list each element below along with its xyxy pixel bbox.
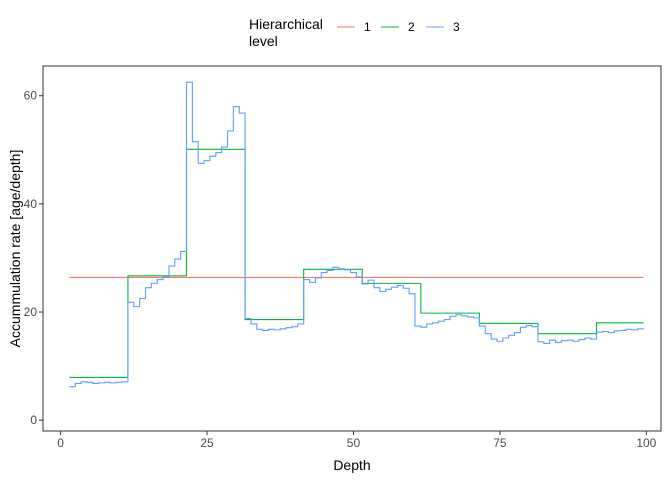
legend-label-level-1: 1 (364, 20, 371, 34)
series-layer (69, 81, 644, 388)
y-tick-label: 20 (24, 305, 38, 319)
legend-title-line-2: level (249, 33, 278, 49)
series-line-level-3 (69, 81, 644, 388)
y-axis-title: Accummulation rate [age/depth] (7, 150, 23, 348)
x-tick-label: 50 (347, 436, 361, 450)
plot-panel (42, 65, 662, 432)
y-axis: 0 20 40 60 (24, 89, 43, 427)
x-tick-label: 0 (57, 436, 64, 450)
legend-label-level-2: 2 (408, 20, 415, 34)
x-axis-title: Depth (333, 457, 370, 473)
legend-title-line-1: Hierarchical (249, 16, 323, 32)
legend: Hierarchical level 1 2 3 (249, 16, 460, 49)
x-tick-label: 100 (636, 436, 656, 450)
legend-label-level-3: 3 (453, 20, 460, 34)
x-tick-label: 75 (493, 436, 507, 450)
y-tick-label: 40 (24, 197, 38, 211)
x-axis: 0 25 50 75 100 (57, 431, 657, 450)
x-tick-label: 25 (200, 436, 214, 450)
y-tick-label: 0 (30, 413, 37, 427)
y-tick-label: 60 (24, 89, 38, 103)
